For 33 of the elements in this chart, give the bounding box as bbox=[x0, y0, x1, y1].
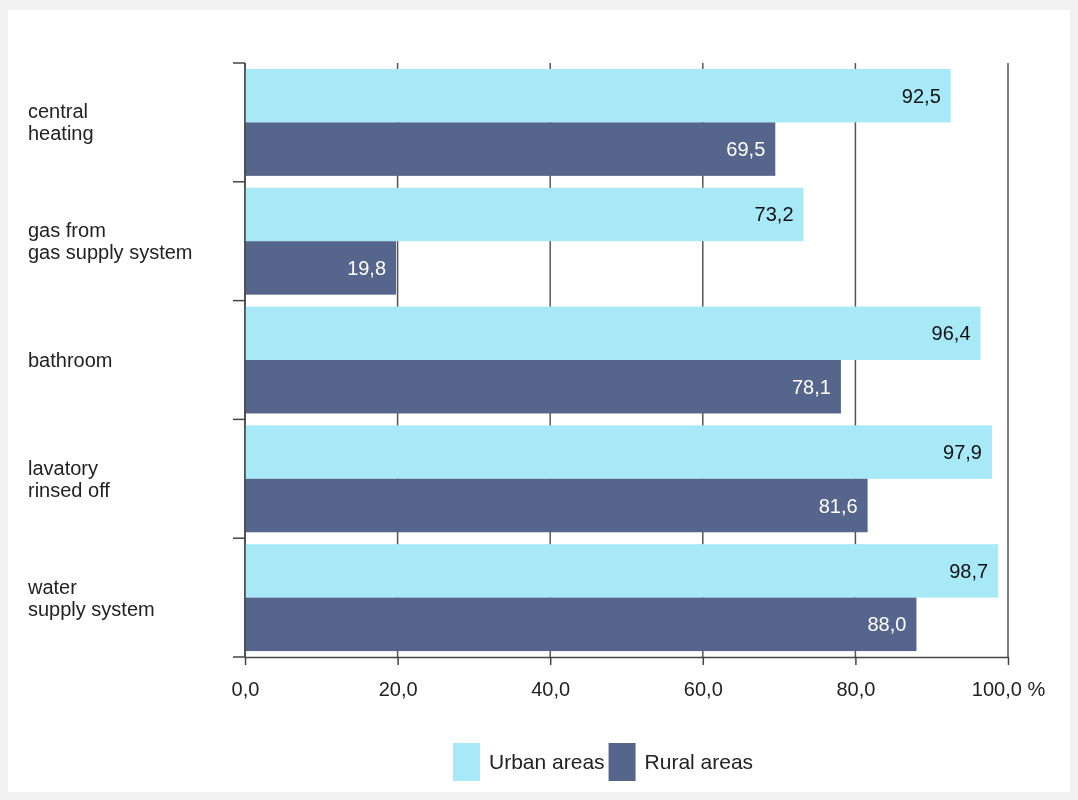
bar bbox=[245, 68, 951, 123]
y-tick-label: lavatory rinsed off bbox=[28, 456, 111, 501]
data-label: 69,5 bbox=[726, 138, 766, 161]
data-label: 98,7 bbox=[949, 559, 989, 582]
x-tick-label: 40,0 bbox=[531, 678, 571, 700]
x-tick-label: 20,0 bbox=[378, 678, 418, 700]
x-tick-label: 60,0 bbox=[683, 678, 723, 700]
bar bbox=[245, 360, 841, 414]
bar bbox=[245, 122, 776, 176]
data-label: 19,8 bbox=[347, 256, 387, 279]
x-tick-label: 0,0 bbox=[231, 678, 260, 700]
data-label: 73,2 bbox=[754, 203, 794, 226]
legend-label: Urban areas bbox=[489, 750, 605, 774]
data-label: 96,4 bbox=[931, 322, 971, 345]
bar bbox=[245, 597, 917, 652]
bar bbox=[245, 544, 999, 598]
data-label: 97,9 bbox=[943, 441, 982, 464]
y-tick-label: bathroom bbox=[28, 349, 113, 371]
bar bbox=[245, 478, 868, 533]
x-tick-label: 80,0 bbox=[836, 678, 876, 700]
y-tick-label: water supply system bbox=[27, 575, 155, 620]
bar bbox=[245, 187, 804, 242]
x-tick-label: 100,0 % bbox=[971, 678, 1046, 700]
bar bbox=[245, 306, 981, 360]
bar bbox=[245, 425, 992, 479]
y-tick-label: gas from gas supply system bbox=[28, 219, 193, 264]
data-label: 88,0 bbox=[867, 613, 907, 636]
legend-label: Rural areas bbox=[644, 750, 754, 774]
y-tick-label: central heating bbox=[28, 100, 94, 145]
data-label: 78,1 bbox=[791, 375, 831, 398]
bar bbox=[245, 241, 397, 295]
data-label: 81,6 bbox=[818, 494, 858, 517]
data-label: 92,5 bbox=[901, 84, 941, 107]
